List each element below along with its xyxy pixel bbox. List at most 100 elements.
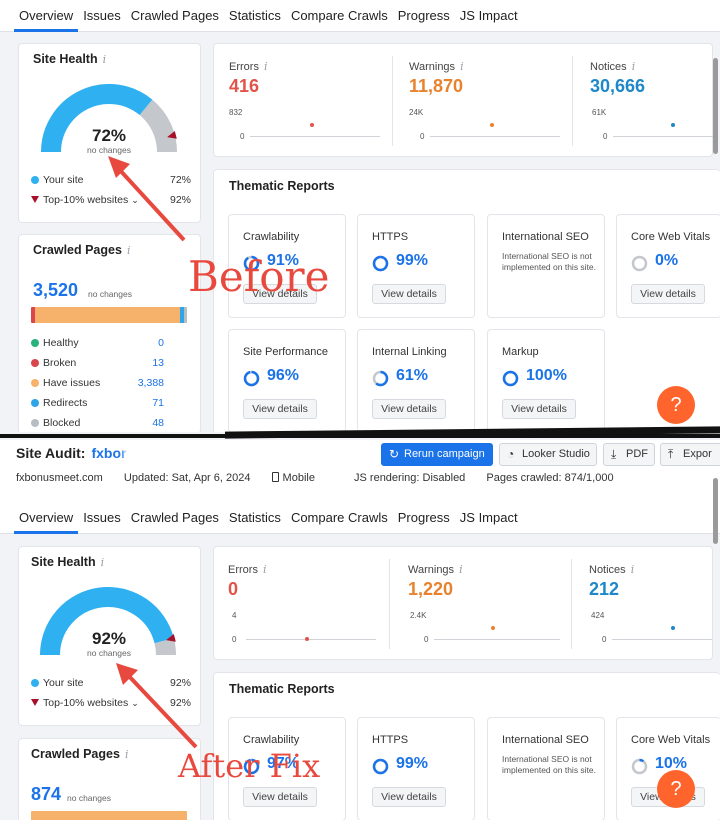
errors-value[interactable]: 416: [229, 76, 260, 96]
warnings-label[interactable]: Warnings i: [408, 563, 463, 576]
info-icon[interactable]: i: [100, 556, 105, 569]
errors-value[interactable]: 0: [228, 579, 239, 599]
tab-bar: Overview Issues Crawled Pages Statistics…: [0, 0, 720, 32]
view-details-button[interactable]: View details: [243, 399, 317, 419]
tab-issues[interactable]: Issues: [83, 510, 121, 525]
tab-overview[interactable]: Overview: [14, 502, 79, 534]
tab-progress[interactable]: Progress: [397, 510, 450, 525]
crawled-row-blocked[interactable]: Blocked 48: [31, 417, 164, 429]
notices-value[interactable]: 30,666: [590, 76, 646, 96]
crawled-pages-stack-bar[interactable]: [31, 307, 187, 323]
theme-card-https[interactable]: HTTPS 99% View details: [357, 214, 475, 318]
before-annotation: Before: [188, 252, 330, 301]
tab-progress[interactable]: Progress: [397, 8, 450, 23]
crawled-row-healthy[interactable]: Healthy 0: [31, 337, 164, 349]
view-details-button[interactable]: View details: [372, 399, 446, 419]
theme-score: 61%: [396, 367, 429, 384]
notices-label[interactable]: Notices i: [589, 563, 635, 576]
theme-card-crawlability[interactable]: Crawlability 97% View details: [228, 717, 346, 820]
notices-zero-label: 0: [602, 635, 607, 644]
info-icon[interactable]: i: [102, 53, 107, 66]
errors-max-label: 832: [229, 108, 243, 117]
view-details-button[interactable]: View details: [372, 787, 446, 807]
chevron-down-icon[interactable]: ⌄: [131, 698, 139, 708]
legend-top10[interactable]: Top-10% websites ⌄ 92%: [31, 697, 191, 709]
crawled-pages-total[interactable]: 3,520: [33, 280, 79, 300]
tab-bar: Overview Issues Crawled Pages Statistics…: [0, 502, 720, 534]
rerun-campaign-button[interactable]: ↻ Rerun campaign: [381, 443, 493, 466]
before-screenshot: Overview Issues Crawled Pages Statistics…: [0, 0, 720, 432]
tab-compare-crawls[interactable]: Compare Crawls: [290, 8, 388, 23]
redaction: [128, 444, 256, 464]
looker-studio-button[interactable]: ◔ Looker Studio: [499, 443, 597, 466]
errors-label[interactable]: Errors i: [229, 60, 268, 73]
theme-card-https[interactable]: HTTPS 99% View details: [357, 717, 475, 820]
warnings-value[interactable]: 11,870: [409, 76, 464, 96]
errors-point: [310, 123, 314, 127]
crawled-row-have-issues[interactable]: Have issues 3,388: [31, 377, 164, 389]
theme-card-core-web-vitals[interactable]: Core Web Vitals 0% View details: [616, 214, 720, 318]
theme-card-international-seo[interactable]: International SEO International SEO is no…: [487, 717, 605, 820]
theme-card-crawlability[interactable]: Crawlability 91% View details: [228, 214, 346, 318]
your-site-dot-icon: [31, 176, 39, 184]
errors-point: [305, 637, 309, 641]
site-health-title: Site Health: [33, 52, 98, 66]
theme-card-markup[interactable]: Markup 100% View details: [487, 329, 605, 432]
crawled-pages-total[interactable]: 874: [31, 784, 62, 804]
legend-top10[interactable]: Top-10% websites ⌄ 92%: [31, 194, 191, 206]
info-icon[interactable]: i: [124, 748, 129, 761]
crawled-pages-card: Crawled Pages i 3,520 no changes Healthy 0…: [18, 234, 201, 432]
errors-label[interactable]: Errors i: [228, 563, 267, 576]
help-button[interactable]: ?: [657, 770, 695, 808]
help-button[interactable]: ?: [657, 386, 695, 424]
tab-js-impact[interactable]: JS Impact: [459, 510, 518, 525]
bar-blocked: [184, 307, 187, 323]
view-details-button[interactable]: View details: [372, 284, 446, 304]
site-health-percent: 92%: [91, 629, 127, 648]
tab-js-impact[interactable]: JS Impact: [459, 8, 518, 23]
tab-crawled-pages[interactable]: Crawled Pages: [130, 510, 219, 525]
theme-name: Crawlability: [243, 231, 300, 243]
notices-zero-label: 0: [603, 132, 608, 141]
thematic-reports-title: Thematic Reports: [229, 682, 335, 696]
theme-score: 100%: [526, 367, 567, 384]
crawled-pages-stack-bar[interactable]: [31, 811, 187, 820]
theme-name: Markup: [502, 346, 539, 358]
top10-marker-icon: [31, 699, 39, 706]
warnings-value[interactable]: 1,220: [408, 579, 454, 599]
pdf-button[interactable]: ⤓ PDF: [603, 443, 655, 466]
warnings-label[interactable]: Warnings i: [409, 60, 464, 73]
audit-domain-link[interactable]: fxbor: [91, 445, 127, 461]
crawled-row-broken[interactable]: Broken 13: [31, 357, 164, 369]
tab-compare-crawls[interactable]: Compare Crawls: [290, 510, 388, 525]
tab-crawled-pages[interactable]: Crawled Pages: [130, 8, 219, 23]
tab-issues[interactable]: Issues: [83, 8, 121, 23]
theme-card-international-seo[interactable]: International SEO International SEO is no…: [487, 214, 605, 318]
theme-card-internal-linking[interactable]: Internal Linking 61% View details: [357, 329, 475, 432]
screenshot-divider: [0, 426, 720, 442]
notices-max-label: 424: [591, 611, 605, 620]
site-health-card: Site Health i 72% no changes Your site 72…: [18, 43, 201, 223]
theme-card-site-performance[interactable]: Site Performance 96% View details: [228, 329, 346, 432]
scrollbar[interactable]: [713, 58, 718, 154]
info-icon[interactable]: i: [126, 244, 131, 257]
view-details-button[interactable]: View details: [631, 284, 705, 304]
view-details-button[interactable]: View details: [243, 787, 317, 807]
tab-statistics[interactable]: Statistics: [228, 510, 281, 525]
export-button[interactable]: ⤒ Expor: [660, 443, 720, 466]
tab-overview[interactable]: Overview: [14, 0, 79, 32]
bar-broken: [31, 307, 35, 323]
view-details-button[interactable]: View details: [243, 284, 317, 304]
notices-value[interactable]: 212: [589, 579, 620, 599]
site-health-card: Site Health i 92% no changes Your site 92…: [18, 546, 201, 726]
notices-label[interactable]: Notices i: [590, 60, 636, 73]
theme-score: 97%: [267, 755, 300, 772]
thematic-reports-card: Thematic Reports Crawlability 97% View det…: [213, 672, 720, 820]
meta-pages-crawled: Pages crawled: 874/1,000: [486, 472, 614, 484]
chevron-down-icon[interactable]: ⌄: [131, 195, 139, 205]
view-details-button[interactable]: View details: [502, 399, 576, 419]
progress-ring-icon: [502, 370, 519, 387]
scrollbar[interactable]: [713, 478, 718, 544]
tab-statistics[interactable]: Statistics: [228, 8, 281, 23]
crawled-row-redirects[interactable]: Redirects 71: [31, 397, 164, 409]
